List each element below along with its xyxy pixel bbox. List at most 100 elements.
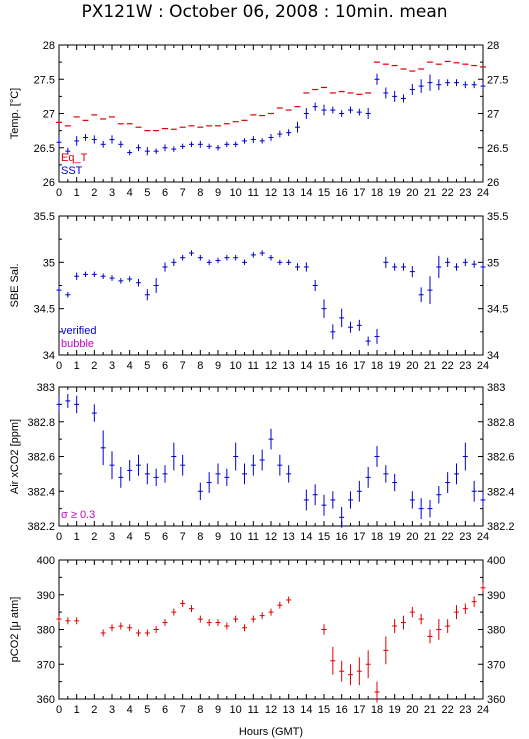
x-tick-label: 22 <box>442 704 454 716</box>
x-tick-label: 3 <box>109 704 115 716</box>
x-tick-label: 4 <box>127 187 133 199</box>
x-tick-label: 10 <box>230 187 242 199</box>
y-axis-label: pCO2 [μ atm] <box>9 597 21 663</box>
y-tick-label-left: 382.6 <box>27 452 55 464</box>
y-axis-label: SBE Sal. <box>9 263 21 307</box>
series-SST <box>56 73 486 156</box>
plot-frame <box>58 386 484 527</box>
y-tick-label-right: 35 <box>487 257 499 269</box>
x-tick-label: 3 <box>109 531 115 543</box>
legend-entry: bubble <box>61 338 94 350</box>
x-tick-label: 7 <box>180 360 186 372</box>
y-tick-label-left: 383 <box>37 382 55 394</box>
x-tick-label: 16 <box>336 531 348 543</box>
x-tick-label: 8 <box>197 187 203 199</box>
y-tick-label-left: 382.8 <box>27 417 55 429</box>
y-tick-label-right: 34.5 <box>487 304 508 316</box>
legend-entry: SST <box>61 165 83 177</box>
panel-2: 0 1 2 3 4 5 6 7 8 9 10 11 12 13 14 15 16 17 18 19 20 21 22 23 24… <box>9 211 508 372</box>
x-tick-label: 19 <box>389 531 401 543</box>
y-tick-label-left: 34.5 <box>34 304 55 316</box>
x-tick-label: 7 <box>180 187 186 199</box>
x-tick-label: 8 <box>197 360 203 372</box>
y-tick-label-right: 35.5 <box>487 211 508 223</box>
x-tick-label: 18 <box>371 531 383 543</box>
y-axis-label: Temp. [°C] <box>9 88 21 139</box>
y-tick-label-left: 382.2 <box>27 521 55 533</box>
x-tick-label: 23 <box>459 187 471 199</box>
panels: 0 1 2 3 4 5 6 7 8 9 10 11 12 13 14 15 16 17 18 19 20 21 22 23 24… <box>9 40 515 716</box>
x-tick-label: 2 <box>91 704 97 716</box>
x-tick-label: 23 <box>459 360 471 372</box>
legend-entry: verified <box>61 325 96 337</box>
x-tick-label: 9 <box>215 704 221 716</box>
y-tick-label-right: 380 <box>487 625 505 637</box>
y-tick-label-left: 26.5 <box>34 143 55 155</box>
x-tick-label: 20 <box>406 704 418 716</box>
y-tick-label-left: 360 <box>37 694 55 706</box>
x-tick-label: 2 <box>91 360 97 372</box>
y-tick-label-left: 27.5 <box>34 74 55 86</box>
y-tick-label-right: 28 <box>487 40 499 52</box>
panel-1: 0 1 2 3 4 5 6 7 8 9 10 11 12 13 14 15 16 17 18 19 20 21 22 23 24… <box>9 40 508 199</box>
x-tick-label: 1 <box>74 360 80 372</box>
y-tick-label-right: 382.2 <box>487 521 515 533</box>
x-tick-label: 17 <box>353 187 365 199</box>
x-tick-label: 13 <box>283 704 295 716</box>
y-tick-label-right: 382.4 <box>487 486 515 498</box>
series-Eq_T <box>56 60 486 132</box>
legend-entry: σ ≥ 0.3 <box>61 509 95 521</box>
x-tick-label: 14 <box>300 531 312 543</box>
x-tick-label: 4 <box>127 360 133 372</box>
x-tick-label: 12 <box>265 360 277 372</box>
y-tick-label-right: 27 <box>487 109 499 121</box>
y-tick-label-left: 382.4 <box>27 486 55 498</box>
series-series-1 <box>56 582 486 703</box>
x-tick-label: 6 <box>162 531 168 543</box>
y-tick-label-right: 390 <box>487 590 505 602</box>
x-axis-label: Hours (GMT) <box>239 726 303 738</box>
x-tick-label: 21 <box>424 531 436 543</box>
x-tick-label: 3 <box>109 187 115 199</box>
legend-entry: Eq_T <box>61 152 88 164</box>
x-tick-label: 17 <box>353 531 365 543</box>
plot-frame <box>58 215 484 356</box>
series-verified <box>56 250 486 346</box>
panel-4: 0 1 2 3 4 5 6 7 8 9 10 11 12 13 14 15 16 17 18 19 20 21 22 23 24… <box>9 555 505 716</box>
x-tick-label: 22 <box>442 360 454 372</box>
x-tick-label: 5 <box>144 360 150 372</box>
x-tick-label: 0 <box>56 187 62 199</box>
y-tick-label-right: 27.5 <box>487 74 508 86</box>
x-tick-label: 24 <box>477 360 489 372</box>
x-tick-label: 1 <box>74 187 80 199</box>
x-tick-label: 13 <box>283 531 295 543</box>
y-tick-label-left: 35.5 <box>34 211 55 223</box>
x-tick-label: 0 <box>56 360 62 372</box>
x-tick-label: 1 <box>74 531 80 543</box>
x-tick-label: 13 <box>283 360 295 372</box>
x-tick-label: 16 <box>336 187 348 199</box>
y-tick-label-left: 35 <box>43 257 55 269</box>
y-tick-label-left: 27 <box>43 109 55 121</box>
x-tick-label: 12 <box>265 531 277 543</box>
y-tick-label-right: 34 <box>487 350 499 362</box>
y-tick-label-left: 380 <box>37 625 55 637</box>
x-tick-label: 9 <box>215 531 221 543</box>
x-tick-label: 19 <box>389 704 401 716</box>
x-tick-label: 19 <box>389 187 401 199</box>
x-tick-label: 24 <box>477 704 489 716</box>
y-tick-label-right: 400 <box>487 555 505 567</box>
x-tick-label: 22 <box>442 531 454 543</box>
figure-title: PX121W : October 06, 2008 : 10min. mean <box>81 2 447 22</box>
y-tick-label-right: 370 <box>487 659 505 671</box>
x-tick-label: 9 <box>215 187 221 199</box>
x-tick-label: 0 <box>56 531 62 543</box>
x-tick-label: 22 <box>442 187 454 199</box>
x-tick-label: 20 <box>406 531 418 543</box>
x-tick-label: 5 <box>144 531 150 543</box>
x-tick-label: 21 <box>424 187 436 199</box>
y-tick-label-right: 26.5 <box>487 143 508 155</box>
x-tick-label: 10 <box>230 704 242 716</box>
y-tick-label-left: 34 <box>43 350 55 362</box>
